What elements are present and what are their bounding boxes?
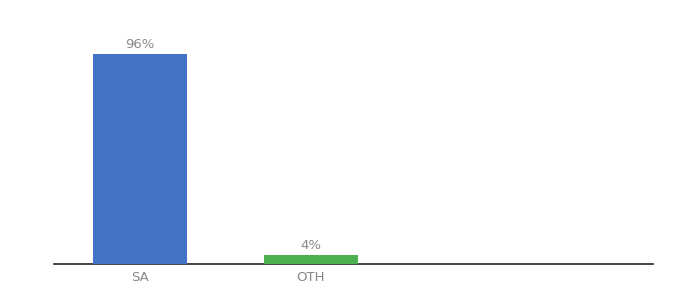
Bar	[264, 255, 358, 264]
Text: 4%: 4%	[301, 239, 322, 252]
Text: 96%: 96%	[125, 38, 154, 51]
Bar	[93, 54, 187, 264]
